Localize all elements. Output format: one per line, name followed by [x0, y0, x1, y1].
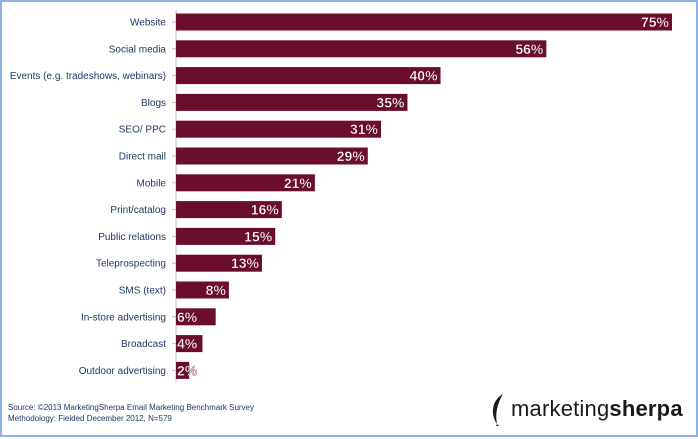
bar — [176, 335, 203, 353]
logo-text-regular: marketing — [511, 396, 610, 421]
sherpa-swoosh-icon — [492, 394, 503, 426]
value-label: 2% — [177, 362, 198, 378]
value-label: 40% — [410, 68, 439, 84]
category-label: Mobile — [137, 178, 167, 189]
bar — [176, 227, 276, 245]
bar — [176, 147, 368, 165]
value-label: 56% — [515, 41, 544, 57]
value-label: 13% — [231, 255, 260, 271]
category-label: Social media — [109, 44, 167, 55]
category-label: Events (e.g. tradeshows, webinars) — [10, 71, 166, 82]
value-label: 35% — [376, 94, 405, 110]
category-label: SEO/ PPC — [119, 125, 166, 136]
bar — [176, 201, 282, 219]
category-label: Public relations — [98, 232, 166, 243]
methodology-line: Methodology: Fielded December 2012, N=57… — [8, 414, 172, 423]
source-line: Source: ©2013 MarketingSherpa Email Mark… — [8, 403, 255, 412]
category-label: Blogs — [141, 98, 166, 109]
bar — [176, 40, 547, 58]
category-label: Teleprospecting — [96, 259, 166, 270]
source-note: Source: ©2013 MarketingSherpa Email Mark… — [8, 402, 254, 424]
bar — [176, 361, 190, 379]
bar — [176, 281, 229, 299]
marketingsherpa-logo: marketingsherpa — [488, 392, 683, 426]
value-label: 6% — [177, 309, 198, 325]
bar — [176, 67, 441, 85]
bar — [176, 308, 216, 326]
logo-wordmark: marketingsherpa — [511, 396, 683, 422]
bar — [176, 254, 262, 272]
category-label: Print/catalog — [110, 205, 166, 216]
value-label: 21% — [284, 175, 313, 191]
bar — [176, 174, 315, 192]
bar — [176, 93, 408, 111]
category-label: Website — [130, 18, 166, 29]
value-label: 75% — [641, 14, 670, 30]
category-label: Outdoor advertising — [79, 366, 166, 377]
bar — [176, 13, 672, 31]
value-label: 31% — [350, 121, 379, 137]
value-label: 16% — [251, 202, 280, 218]
value-label: 15% — [244, 228, 273, 244]
value-label: 29% — [337, 148, 366, 164]
category-label: In-store advertising — [81, 312, 166, 323]
value-label: 4% — [177, 336, 198, 352]
bar — [176, 120, 382, 138]
logo-text-bold: sherpa — [609, 396, 683, 421]
category-label: Direct mail — [119, 152, 166, 163]
category-label: Broadcast — [121, 339, 166, 350]
category-label: SMS (text) — [119, 286, 166, 297]
value-label: 8% — [206, 282, 227, 298]
